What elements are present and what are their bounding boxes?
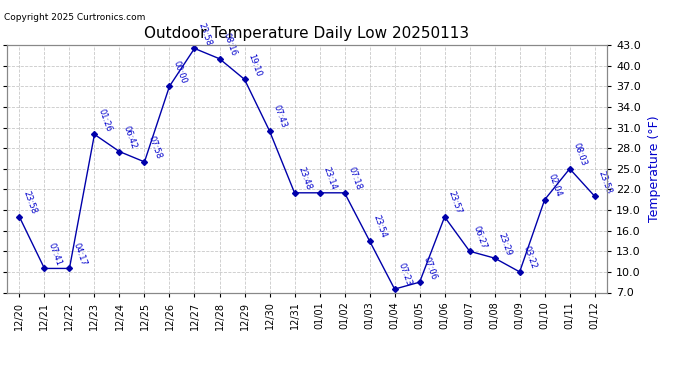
Text: 07:41: 07:41: [46, 242, 63, 267]
Text: 23:54: 23:54: [372, 214, 388, 240]
Text: 07:43: 07:43: [272, 104, 288, 130]
Y-axis label: Temperature (°F): Temperature (°F): [648, 116, 661, 222]
Text: 07:23: 07:23: [397, 262, 413, 288]
Text: 08:16: 08:16: [221, 32, 238, 57]
Text: 04:17: 04:17: [72, 242, 88, 267]
Text: 03:22: 03:22: [522, 245, 538, 270]
Text: 01:26: 01:26: [97, 108, 113, 133]
Text: 07:18: 07:18: [346, 166, 363, 191]
Text: 23:29: 23:29: [497, 231, 513, 257]
Text: 23:57: 23:57: [446, 190, 463, 216]
Text: 23:58: 23:58: [197, 21, 213, 47]
Text: 07:58: 07:58: [146, 135, 163, 160]
Text: 19:10: 19:10: [246, 53, 263, 78]
Text: 07:06: 07:06: [422, 255, 438, 281]
Title: Outdoor Temperature Daily Low 20250113: Outdoor Temperature Daily Low 20250113: [144, 26, 470, 41]
Text: 06:27: 06:27: [472, 224, 489, 250]
Text: 23:48: 23:48: [297, 166, 313, 191]
Text: 02:04: 02:04: [546, 173, 563, 198]
Text: 00:00: 00:00: [172, 60, 188, 85]
Text: 23:58: 23:58: [597, 169, 613, 195]
Text: Copyright 2025 Curtronics.com: Copyright 2025 Curtronics.com: [4, 13, 146, 22]
Text: 06:42: 06:42: [121, 124, 138, 150]
Text: 23:14: 23:14: [322, 166, 338, 191]
Text: 23:58: 23:58: [21, 190, 38, 216]
Text: 08:03: 08:03: [572, 142, 589, 167]
